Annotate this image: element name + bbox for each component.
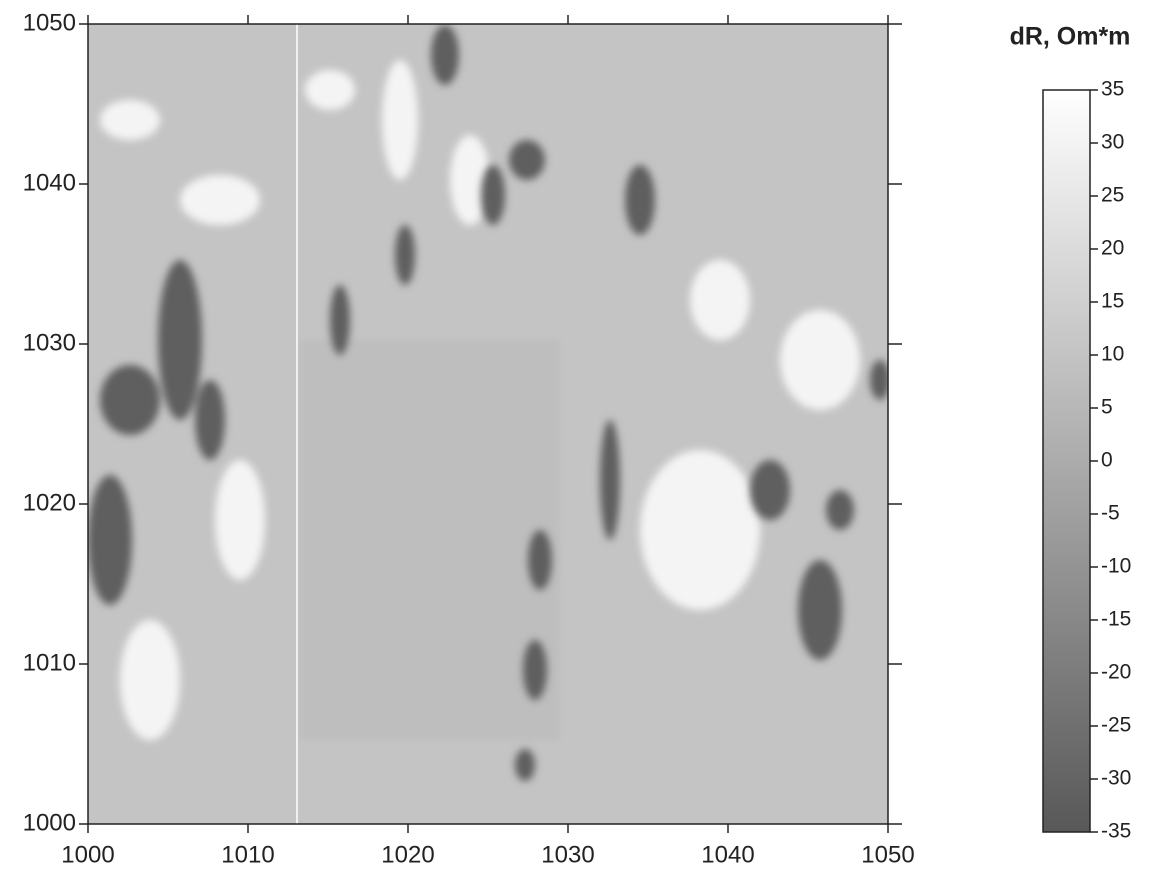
x-tick-label: 1000: [61, 841, 114, 868]
colorbar: [1043, 90, 1090, 832]
y-tick-label: 1050: [23, 9, 76, 36]
x-tick-label: 1020: [381, 841, 434, 868]
colorbar-tick-label: 20: [1101, 237, 1124, 260]
y-tick-label: 1040: [23, 169, 76, 196]
y-tick-label: 1030: [23, 329, 76, 356]
colorbar-tick-label: -5: [1101, 502, 1120, 525]
colorbar-tick-label: -25: [1101, 714, 1131, 737]
colorbar-tick-label: 30: [1101, 131, 1124, 154]
colorbar-tick-label: -10: [1101, 555, 1131, 578]
colorbar-title: dR, Om*m: [1010, 23, 1131, 51]
y-tick-label: 1020: [23, 489, 76, 516]
colorbar-tick-label: 0: [1101, 449, 1113, 472]
y-tick-label: 1000: [23, 809, 76, 836]
colorbar-tick-label: 15: [1101, 290, 1124, 313]
x-tick-label: 1040: [701, 841, 754, 868]
chart: dR, Om*m 1000101010201030104010501000101…: [0, 0, 1165, 872]
colorbar-tick-label: -30: [1101, 767, 1131, 790]
colorbar-tick-label: 35: [1101, 78, 1124, 101]
x-tick-label: 1050: [861, 841, 914, 868]
colorbar-tick-label: 25: [1101, 184, 1124, 207]
colorbar-tick-label: -15: [1101, 608, 1131, 631]
colorbar-tick-label: 5: [1101, 396, 1113, 419]
colorbar-tick-label: -35: [1101, 820, 1131, 843]
colorbar-tick-label: 10: [1101, 343, 1124, 366]
x-tick-label: 1010: [221, 841, 274, 868]
colorbar-tick-label: -20: [1101, 661, 1131, 684]
field: [88, 24, 890, 824]
y-tick-label: 1010: [23, 649, 76, 676]
x-tick-label: 1030: [541, 841, 594, 868]
